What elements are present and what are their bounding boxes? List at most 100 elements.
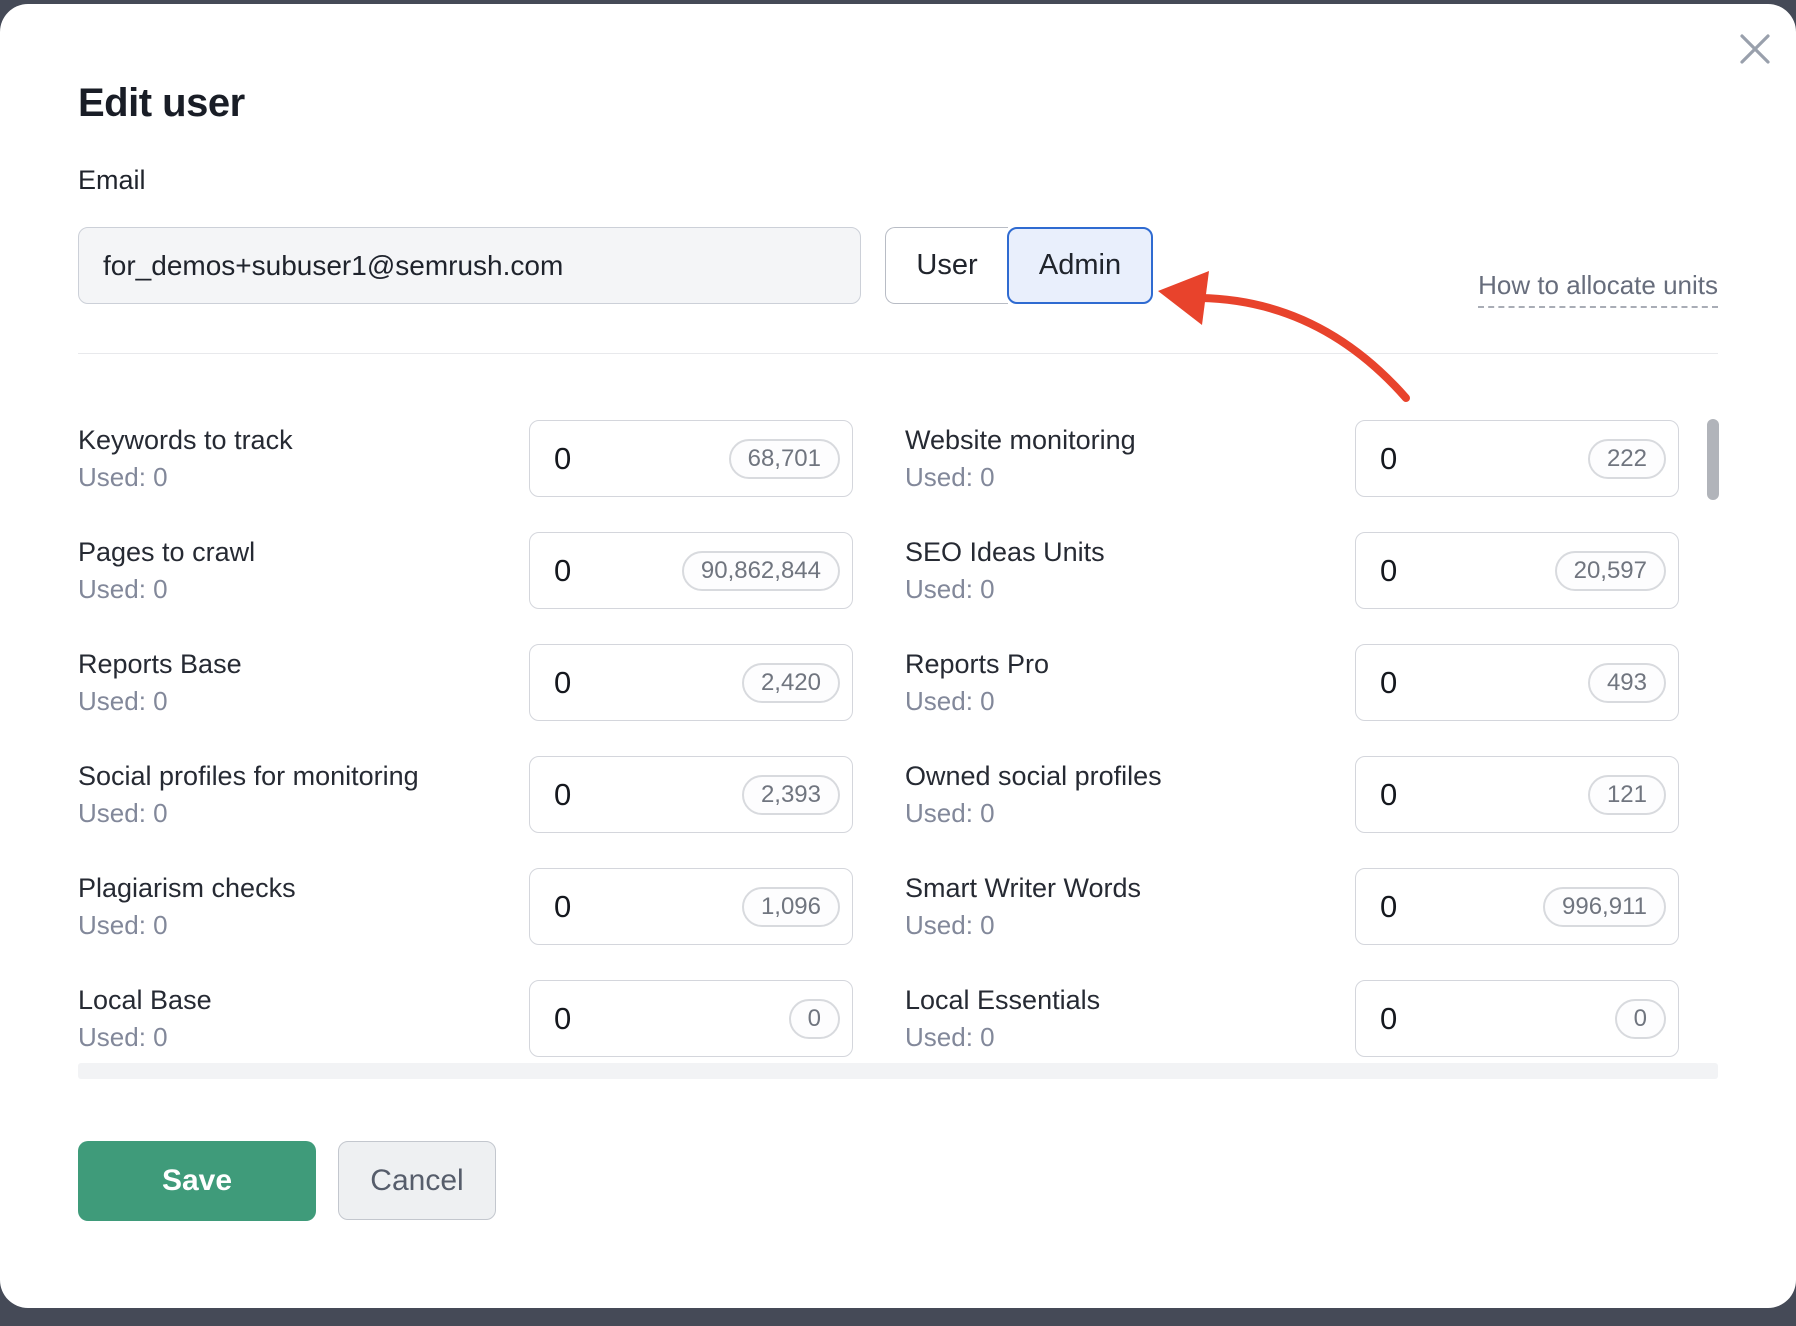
unit-meta: SEO Ideas Units Used: 0 (905, 532, 1355, 609)
unit-limit-badge: 493 (1587, 662, 1666, 703)
unit-limit-badge: 20,597 (1554, 550, 1666, 591)
unit-row: Website monitoring Used: 0 222 (905, 420, 1679, 497)
unit-limit-badge: 0 (1614, 998, 1666, 1039)
unit-allocation-box[interactable]: 2,393 (529, 756, 853, 833)
unit-limit-badge: 68,701 (728, 438, 840, 479)
unit-used-count: Used: 0 (905, 574, 995, 604)
unit-allocation-box[interactable]: 90,862,844 (529, 532, 853, 609)
unit-value-input[interactable] (1380, 776, 1490, 813)
unit-value-input[interactable] (554, 664, 664, 701)
cancel-button[interactable]: Cancel (338, 1141, 496, 1220)
unit-allocation-box[interactable]: 0 (1355, 980, 1679, 1057)
unit-allocation-box[interactable]: 0 (529, 980, 853, 1057)
unit-limit-badge: 222 (1587, 438, 1666, 479)
unit-limit-badge: 1,096 (741, 886, 840, 927)
unit-value-input[interactable] (1380, 888, 1490, 925)
unit-used-count: Used: 0 (78, 798, 168, 828)
unit-meta: Smart Writer Words Used: 0 (905, 868, 1355, 945)
role-option-user[interactable]: User (885, 227, 1008, 304)
unit-limit-badge: 0 (788, 998, 840, 1039)
unit-used-count: Used: 0 (78, 910, 168, 940)
scroll-bottom-edge (78, 1063, 1718, 1079)
unit-limit-badge: 2,393 (741, 774, 840, 815)
unit-used-count: Used: 0 (905, 1022, 995, 1052)
unit-used-count: Used: 0 (78, 1022, 168, 1052)
unit-meta: Local Essentials Used: 0 (905, 980, 1355, 1057)
unit-value-input[interactable] (554, 776, 664, 813)
unit-meta: Local Base Used: 0 (78, 980, 529, 1057)
unit-value-input[interactable] (1380, 440, 1490, 477)
unit-value-input[interactable] (554, 552, 664, 589)
unit-label: SEO Ideas Units (905, 537, 1105, 567)
unit-limit-badge: 121 (1587, 774, 1666, 815)
unit-meta: Reports Pro Used: 0 (905, 644, 1355, 721)
unit-meta: Reports Base Used: 0 (78, 644, 529, 721)
unit-label: Social profiles for monitoring (78, 761, 419, 791)
unit-allocation-box[interactable]: 2,420 (529, 644, 853, 721)
unit-label: Website monitoring (905, 425, 1136, 455)
unit-meta: Plagiarism checks Used: 0 (78, 868, 529, 945)
unit-value-input[interactable] (1380, 552, 1490, 589)
unit-used-count: Used: 0 (905, 798, 995, 828)
unit-limit-badge: 996,911 (1543, 886, 1666, 927)
unit-meta: Website monitoring Used: 0 (905, 420, 1355, 497)
unit-label: Local Base (78, 985, 212, 1015)
unit-meta: Keywords to track Used: 0 (78, 420, 529, 497)
unit-used-count: Used: 0 (905, 910, 995, 940)
unit-value-input[interactable] (1380, 664, 1490, 701)
unit-allocation-box[interactable]: 996,911 (1355, 868, 1679, 945)
scrollbar-thumb[interactable] (1707, 419, 1719, 500)
unit-used-count: Used: 0 (905, 462, 995, 492)
unit-allocation-box[interactable]: 68,701 (529, 420, 853, 497)
unit-row: Social profiles for monitoring Used: 0 2… (78, 756, 853, 833)
units-grid: Keywords to track Used: 0 68,701 Pages t… (78, 420, 1718, 1057)
unit-allocation-box[interactable]: 222 (1355, 420, 1679, 497)
unit-row: Local Essentials Used: 0 0 (905, 980, 1679, 1057)
unit-meta: Owned social profiles Used: 0 (905, 756, 1355, 833)
divider (78, 353, 1718, 354)
email-label: Email (78, 165, 146, 195)
page-title: Edit user (78, 81, 245, 125)
close-icon[interactable] (1736, 30, 1774, 68)
unit-label: Reports Pro (905, 649, 1050, 679)
edit-user-modal: Edit user Email User Admin How to alloca… (0, 4, 1796, 1308)
unit-label: Owned social profiles (905, 761, 1162, 791)
unit-used-count: Used: 0 (905, 686, 995, 716)
unit-label: Smart Writer Words (905, 873, 1142, 903)
unit-label: Plagiarism checks (78, 873, 296, 903)
unit-used-count: Used: 0 (78, 574, 168, 604)
unit-allocation-box[interactable]: 121 (1355, 756, 1679, 833)
unit-row: Smart Writer Words Used: 0 996,911 (905, 868, 1679, 945)
units-column-right: Website monitoring Used: 0 222 SEO Ideas… (905, 420, 1679, 1057)
unit-value-input[interactable] (554, 440, 664, 477)
unit-label: Reports Base (78, 649, 242, 679)
units-column-left: Keywords to track Used: 0 68,701 Pages t… (78, 420, 853, 1057)
unit-meta: Social profiles for monitoring Used: 0 (78, 756, 529, 833)
unit-limit-badge: 90,862,844 (681, 550, 840, 591)
unit-value-input[interactable] (554, 1000, 664, 1037)
unit-meta: Pages to crawl Used: 0 (78, 532, 529, 609)
unit-row: SEO Ideas Units Used: 0 20,597 (905, 532, 1679, 609)
role-toggle: User Admin (885, 227, 1153, 304)
unit-row: Owned social profiles Used: 0 121 (905, 756, 1679, 833)
unit-allocation-box[interactable]: 1,096 (529, 868, 853, 945)
unit-row: Local Base Used: 0 0 (78, 980, 853, 1057)
unit-label: Local Essentials (905, 985, 1101, 1015)
unit-used-count: Used: 0 (78, 686, 168, 716)
unit-row: Keywords to track Used: 0 68,701 (78, 420, 853, 497)
save-button[interactable]: Save (78, 1141, 316, 1221)
email-field[interactable] (78, 227, 861, 304)
unit-used-count: Used: 0 (78, 462, 168, 492)
unit-row: Reports Base Used: 0 2,420 (78, 644, 853, 721)
unit-allocation-box[interactable]: 493 (1355, 644, 1679, 721)
role-option-admin[interactable]: Admin (1007, 227, 1153, 304)
unit-row: Plagiarism checks Used: 0 1,096 (78, 868, 853, 945)
help-link[interactable]: How to allocate units (1478, 270, 1718, 308)
unit-row: Reports Pro Used: 0 493 (905, 644, 1679, 721)
unit-allocation-box[interactable]: 20,597 (1355, 532, 1679, 609)
footer-actions: Save Cancel (78, 1141, 1718, 1221)
unit-value-input[interactable] (1380, 1000, 1490, 1037)
unit-value-input[interactable] (554, 888, 664, 925)
unit-label: Keywords to track (78, 425, 293, 455)
